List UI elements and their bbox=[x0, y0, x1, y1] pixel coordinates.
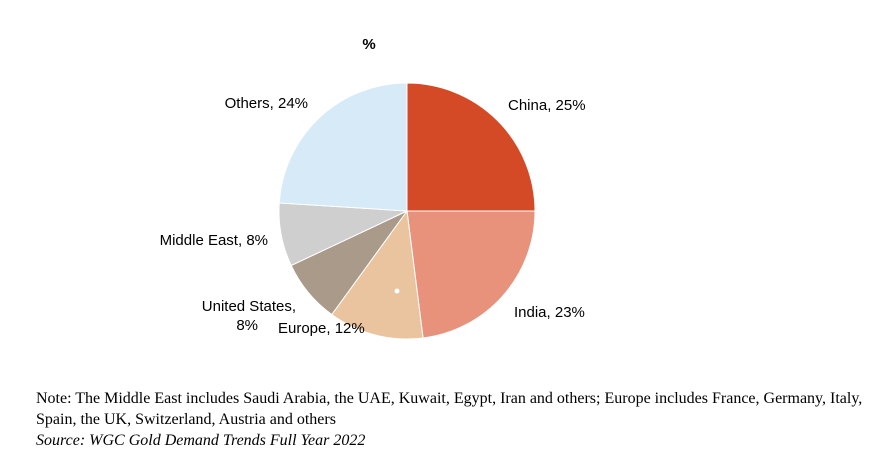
pie-slice-china bbox=[406, 82, 536, 212]
slice-label-europe: Europe, 12% bbox=[278, 320, 365, 337]
slice-label-china: China, 25% bbox=[508, 97, 586, 114]
pie-slice-india bbox=[406, 210, 536, 339]
notes-block: Note: The Middle East includes Saudi Ara… bbox=[36, 388, 866, 451]
pie-chart: % China, 25% India, 23% Europe, 12% Unit… bbox=[160, 36, 586, 340]
pie-slices bbox=[278, 82, 536, 340]
chart-title: % bbox=[362, 36, 375, 53]
slice-label-india: India, 23% bbox=[514, 304, 585, 321]
slice-label-united-states-line2: 8% bbox=[236, 317, 258, 334]
source-text: Source: WGC Gold Demand Trends Full Year… bbox=[36, 432, 366, 449]
center-dot bbox=[394, 288, 400, 294]
note-text: Note: The Middle East includes Saudi Ara… bbox=[36, 390, 863, 428]
slice-label-united-states-line1: United States, bbox=[202, 298, 296, 315]
pie-slice-others bbox=[278, 82, 408, 212]
slice-label-others: Others, 24% bbox=[225, 95, 308, 112]
slice-label-middle-east: Middle East, 8% bbox=[160, 232, 268, 249]
pie-slice-europe bbox=[331, 209, 424, 340]
